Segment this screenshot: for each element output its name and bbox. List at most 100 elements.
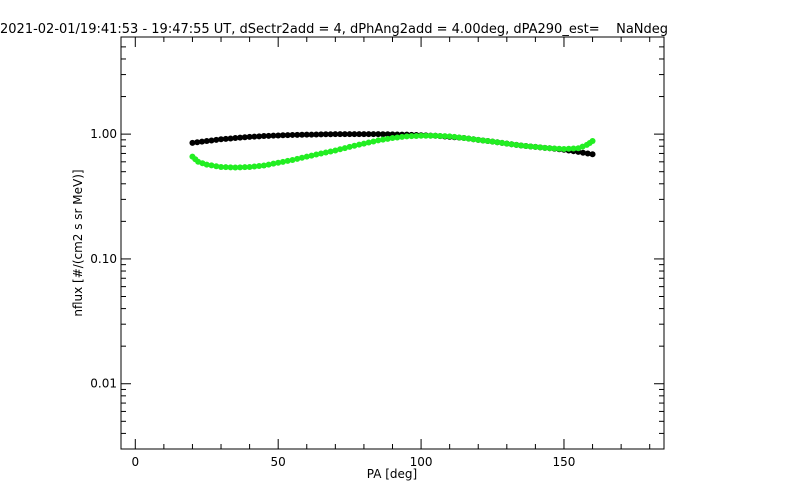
series-point — [294, 131, 301, 138]
series-point — [522, 142, 529, 149]
series-point — [499, 139, 506, 146]
series-point — [198, 138, 205, 145]
series-point — [503, 140, 510, 147]
series-point — [475, 136, 482, 143]
series-point — [265, 132, 272, 139]
series-point — [432, 132, 439, 139]
series-point — [265, 161, 272, 168]
series-point — [546, 145, 553, 152]
series-point — [532, 143, 539, 150]
series-point — [279, 158, 286, 165]
series-point — [237, 164, 244, 171]
series-point — [213, 163, 220, 170]
series-point — [251, 163, 258, 170]
series-point — [246, 133, 253, 140]
series-point — [537, 144, 544, 151]
series-point — [346, 131, 353, 138]
series-point — [589, 151, 596, 158]
series-point — [284, 132, 291, 139]
series-point — [356, 141, 363, 148]
series-point — [232, 164, 239, 171]
series-point — [560, 145, 567, 152]
series-point — [222, 135, 229, 142]
series-point — [232, 135, 239, 142]
series-point — [208, 162, 215, 169]
series-point — [308, 152, 315, 159]
series-point — [508, 141, 515, 148]
chart-title: 2021-02-01/19:41:53 - 19:47:55 UT, dSect… — [0, 22, 668, 37]
series-point — [270, 132, 277, 139]
series-point — [313, 151, 320, 158]
series-point — [213, 136, 220, 143]
series-point — [489, 138, 496, 145]
series-point — [260, 162, 267, 169]
series-point — [337, 146, 344, 153]
axis-tick-labels: 0 50 100 150 0.01 0.10 1.00 — [90, 127, 575, 469]
series-point — [303, 153, 310, 160]
series-point — [318, 150, 325, 157]
y-tick-label: 0.01 — [90, 377, 117, 391]
series-point — [422, 132, 429, 139]
series-point — [551, 145, 558, 152]
series-point — [565, 145, 572, 152]
series-1 — [189, 132, 596, 171]
series-point — [303, 131, 310, 138]
series-point — [375, 131, 382, 138]
series-point — [289, 131, 296, 138]
series-point — [370, 131, 377, 138]
series-point — [246, 164, 253, 171]
x-tick-label: 50 — [271, 455, 286, 469]
plot-frame — [120, 36, 665, 450]
series-point — [541, 144, 548, 151]
series-point — [275, 159, 282, 166]
x-tick-label: 150 — [553, 455, 576, 469]
series-point — [441, 133, 448, 140]
series-point — [589, 138, 596, 145]
series-point — [322, 149, 329, 156]
series-point — [384, 131, 391, 138]
series-point — [365, 139, 372, 146]
series-point — [313, 131, 320, 138]
series-point — [460, 135, 467, 142]
x-axis-label: PA [deg] — [367, 467, 417, 481]
series-point — [327, 131, 334, 138]
series-point — [218, 136, 225, 143]
series-point — [456, 134, 463, 141]
series-point — [308, 131, 315, 138]
series-point — [332, 131, 339, 138]
series-point — [451, 133, 458, 140]
series-point — [299, 131, 305, 138]
series-point — [322, 131, 329, 138]
series-point — [241, 164, 248, 171]
series-point — [327, 148, 334, 155]
series-point — [270, 160, 277, 167]
series-point — [227, 164, 234, 171]
series-point — [584, 150, 591, 157]
series-point — [437, 132, 444, 139]
series-point — [189, 139, 196, 146]
series-point — [379, 136, 386, 143]
series-point — [341, 145, 348, 152]
series-point — [513, 141, 520, 148]
series-point — [465, 135, 472, 142]
series-point — [356, 131, 363, 138]
series-point — [360, 131, 367, 138]
series-point — [208, 137, 215, 144]
series-point — [394, 134, 401, 141]
x-tick-label: 100 — [410, 455, 433, 469]
series-point — [446, 133, 453, 140]
series-point — [332, 147, 339, 154]
data-series — [189, 131, 596, 171]
series-point — [365, 131, 372, 138]
series-point — [351, 131, 358, 138]
series-point — [370, 138, 377, 145]
y-axis-label: nflux [#/(cm2 s sr MeV)] — [71, 169, 85, 316]
y-tick-label: 1.00 — [90, 127, 117, 141]
series-point — [337, 131, 344, 138]
series-point — [570, 145, 577, 152]
series-point — [556, 145, 563, 152]
series-point — [494, 139, 501, 146]
series-point — [237, 134, 244, 141]
series-point — [418, 132, 425, 139]
